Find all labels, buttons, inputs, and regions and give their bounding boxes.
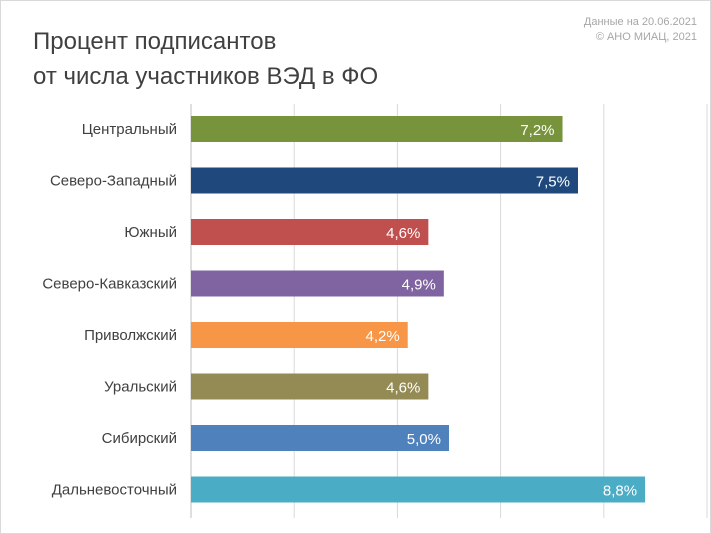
category-label: Сибирский — [102, 430, 177, 447]
category-label: Приволжский — [84, 327, 177, 344]
data-label: 4,6% — [386, 225, 420, 242]
data-date-note: Данные на 20.06.2021 — [583, 16, 697, 28]
chart-title-line-1: Процент подписантов — [33, 28, 277, 55]
data-label: 8,8% — [603, 483, 637, 500]
category-label: Центральный — [82, 121, 177, 138]
category-label: Уральский — [104, 379, 177, 396]
bar — [191, 373, 429, 400]
bar — [191, 167, 578, 194]
chart-title: Процент подписантов от числа участников … — [33, 24, 378, 94]
data-label: 5,0% — [407, 431, 441, 448]
bar — [191, 270, 444, 297]
data-source-note: Данные на 20.06.2021 © АНО МИАЦ, 2021 — [584, 15, 697, 45]
bar — [191, 476, 646, 503]
data-label: 7,5% — [536, 174, 570, 191]
data-label: 7,2% — [520, 122, 554, 139]
category-label: Южный — [124, 224, 177, 241]
bar — [191, 116, 563, 142]
category-label: Северо-Кавказский — [42, 276, 177, 293]
data-label: 4,9% — [402, 277, 436, 294]
data-label: 4,2% — [366, 328, 400, 345]
bar — [191, 322, 408, 348]
data-label: 4,6% — [386, 380, 420, 397]
copyright-note: © АНО МИАЦ, 2021 — [595, 31, 697, 43]
category-label: Дальневосточный — [52, 482, 177, 499]
category-label: Северо-Западный — [50, 173, 177, 190]
bar — [191, 425, 449, 451]
bar — [191, 219, 429, 245]
chart-title-line-2: от числа участников ВЭД в ФО — [33, 63, 379, 90]
